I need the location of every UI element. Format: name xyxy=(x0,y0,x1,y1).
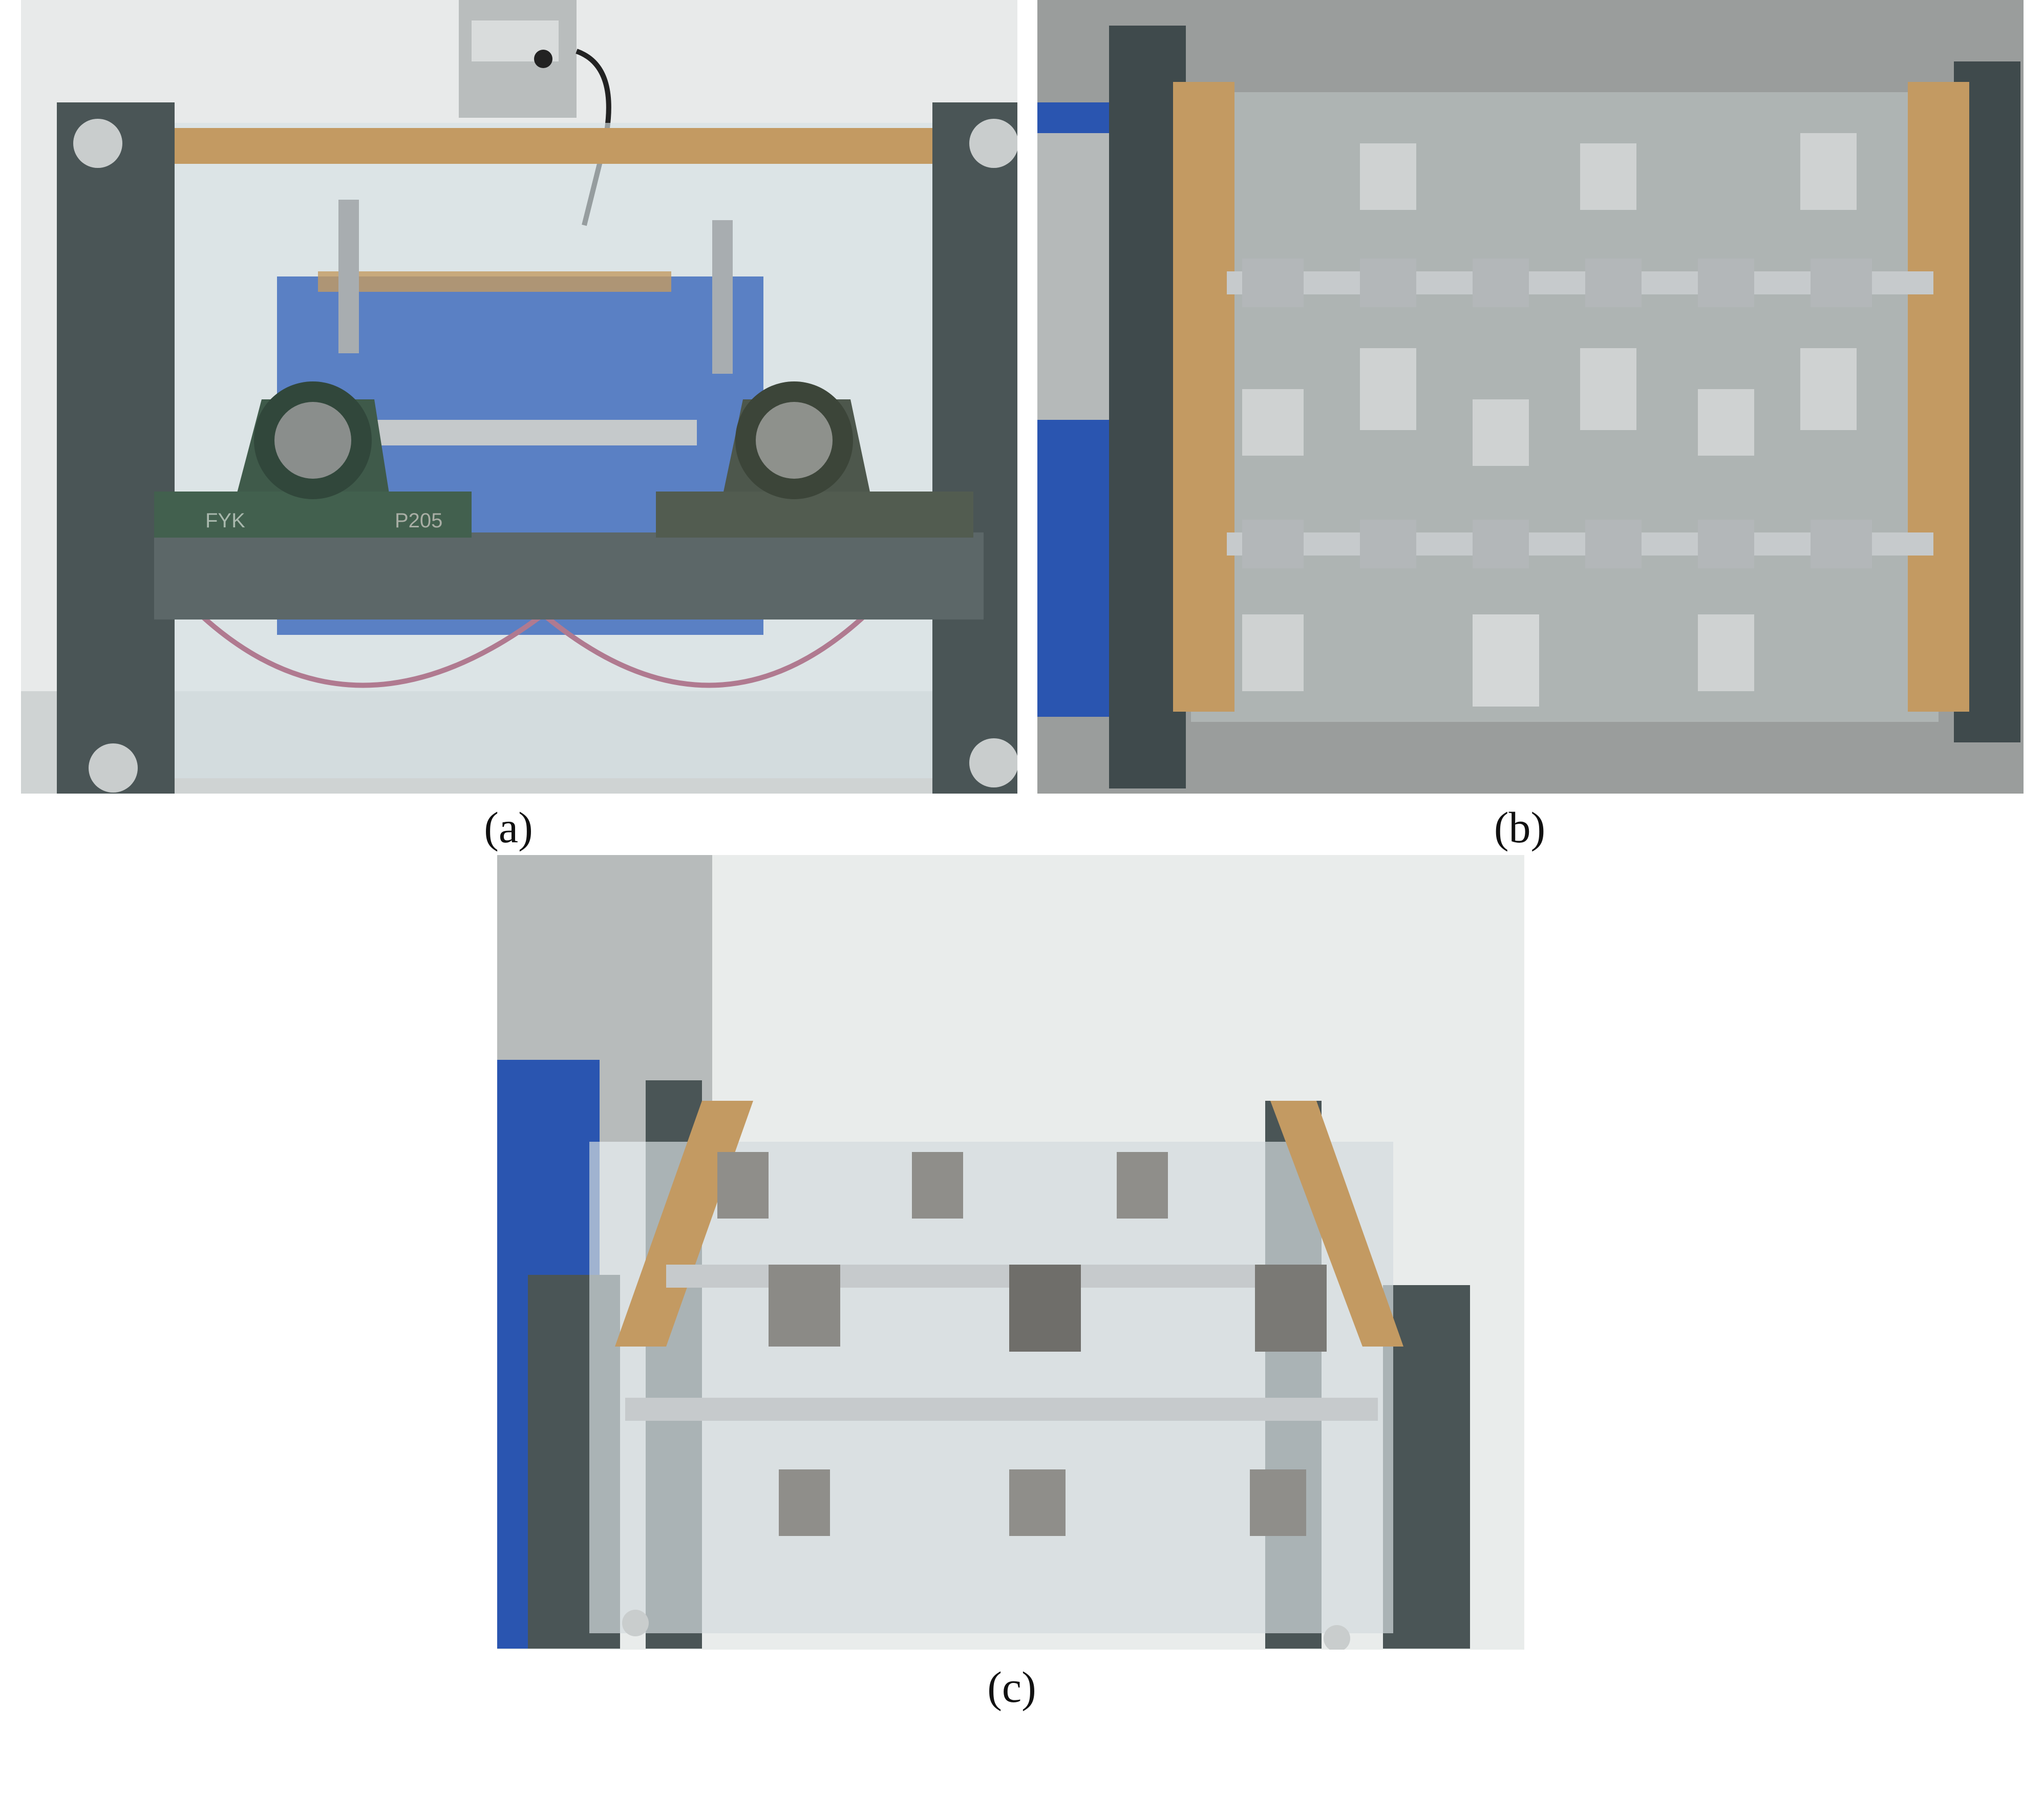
shaft-lower xyxy=(625,1398,1378,1421)
paddle xyxy=(1117,1152,1168,1219)
blade xyxy=(338,200,359,353)
frame-crossbar xyxy=(154,532,984,620)
photo-panel-c-perspective-view xyxy=(497,855,1524,1650)
paddle xyxy=(912,1152,963,1219)
hub xyxy=(1360,520,1416,568)
paddle xyxy=(1698,389,1754,456)
hub xyxy=(1473,520,1529,568)
paddle xyxy=(1580,143,1636,210)
paddle xyxy=(1580,348,1636,430)
paddle xyxy=(779,1469,830,1536)
shaft xyxy=(349,420,697,445)
paddle xyxy=(1800,133,1857,210)
paddle xyxy=(1360,143,1416,210)
paddle xyxy=(717,1152,769,1219)
front-view-photo: FYK P205 xyxy=(21,0,1017,794)
perspective-view-photo xyxy=(497,855,1524,1650)
paddle xyxy=(1473,399,1529,466)
hub xyxy=(1698,259,1754,307)
paddle xyxy=(1009,1469,1066,1536)
paddle xyxy=(1360,348,1416,430)
paddle xyxy=(1250,1469,1306,1536)
photo-panel-a-front-view: FYK P205 xyxy=(21,0,1017,794)
paddle xyxy=(1255,1265,1327,1352)
frame-upright-right xyxy=(932,102,1017,794)
top-wood-plank xyxy=(159,128,932,164)
hub xyxy=(1811,520,1872,568)
bolt xyxy=(969,119,1017,168)
paddle xyxy=(1009,1265,1081,1352)
bolt xyxy=(89,743,138,793)
acrylic-tank xyxy=(589,1142,1393,1633)
bolt xyxy=(622,1610,649,1636)
rear-wood-plank xyxy=(318,271,671,292)
top-view-photo xyxy=(1037,0,2024,794)
hub xyxy=(1698,520,1754,568)
frame-upright-left xyxy=(57,102,175,794)
hub xyxy=(1360,259,1416,307)
bolt xyxy=(969,738,1017,787)
control-knob-icon xyxy=(534,50,552,68)
hub xyxy=(1811,259,1872,307)
caption-b: (b) xyxy=(1494,803,1546,852)
wood-plank-right xyxy=(1908,82,1969,712)
blade xyxy=(712,220,733,374)
bearing-label-left: FYK xyxy=(205,509,245,532)
bearing-label-right: P205 xyxy=(395,509,442,532)
paddle xyxy=(1242,389,1304,456)
caption-a: (a) xyxy=(484,803,533,852)
hub xyxy=(1242,259,1304,307)
paddle xyxy=(1800,348,1857,430)
caption-c: (c) xyxy=(987,1662,1036,1712)
photo-panel-b-top-view xyxy=(1037,0,2024,794)
paddle xyxy=(1242,614,1304,691)
bearing-right: P205 xyxy=(395,381,973,538)
paddle xyxy=(1473,614,1539,707)
hub xyxy=(1473,259,1529,307)
paddle xyxy=(769,1265,840,1347)
bearing-left: FYK xyxy=(154,381,472,538)
hub xyxy=(1585,259,1642,307)
bolt xyxy=(73,119,122,168)
hub xyxy=(1242,520,1304,568)
wood-plank-left xyxy=(1173,82,1234,712)
hub xyxy=(1585,520,1642,568)
wood-plank-right xyxy=(1270,1101,1403,1347)
shaft-upper xyxy=(666,1265,1316,1288)
paddle xyxy=(1698,614,1754,691)
bolt xyxy=(1324,1625,1350,1650)
